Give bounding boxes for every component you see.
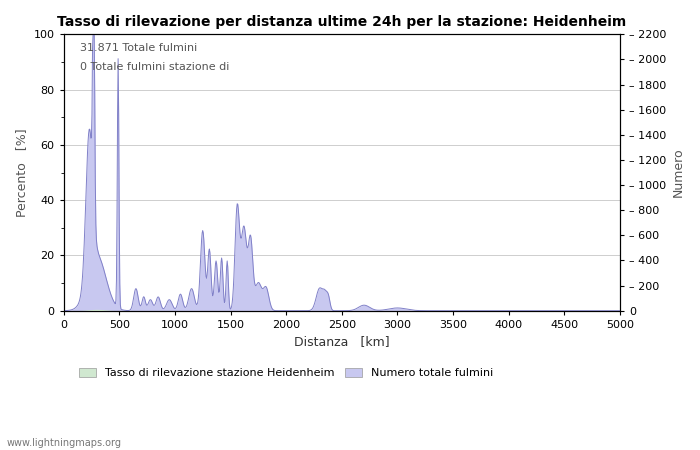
X-axis label: Distanza   [km]: Distanza [km] (294, 335, 390, 348)
Text: 0 Totale fulmini stazione di: 0 Totale fulmini stazione di (80, 62, 230, 72)
Text: www.lightningmaps.org: www.lightningmaps.org (7, 437, 122, 447)
Text: 31.871 Totale fulmini: 31.871 Totale fulmini (80, 43, 197, 53)
Title: Tasso di rilevazione per distanza ultime 24h per la stazione: Heidenheim: Tasso di rilevazione per distanza ultime… (57, 15, 626, 29)
Y-axis label: Percento   [%]: Percento [%] (15, 128, 28, 217)
Y-axis label: Numero: Numero (672, 148, 685, 198)
Legend: Tasso di rilevazione stazione Heidenheim, Numero totale fulmini: Tasso di rilevazione stazione Heidenheim… (75, 363, 498, 382)
